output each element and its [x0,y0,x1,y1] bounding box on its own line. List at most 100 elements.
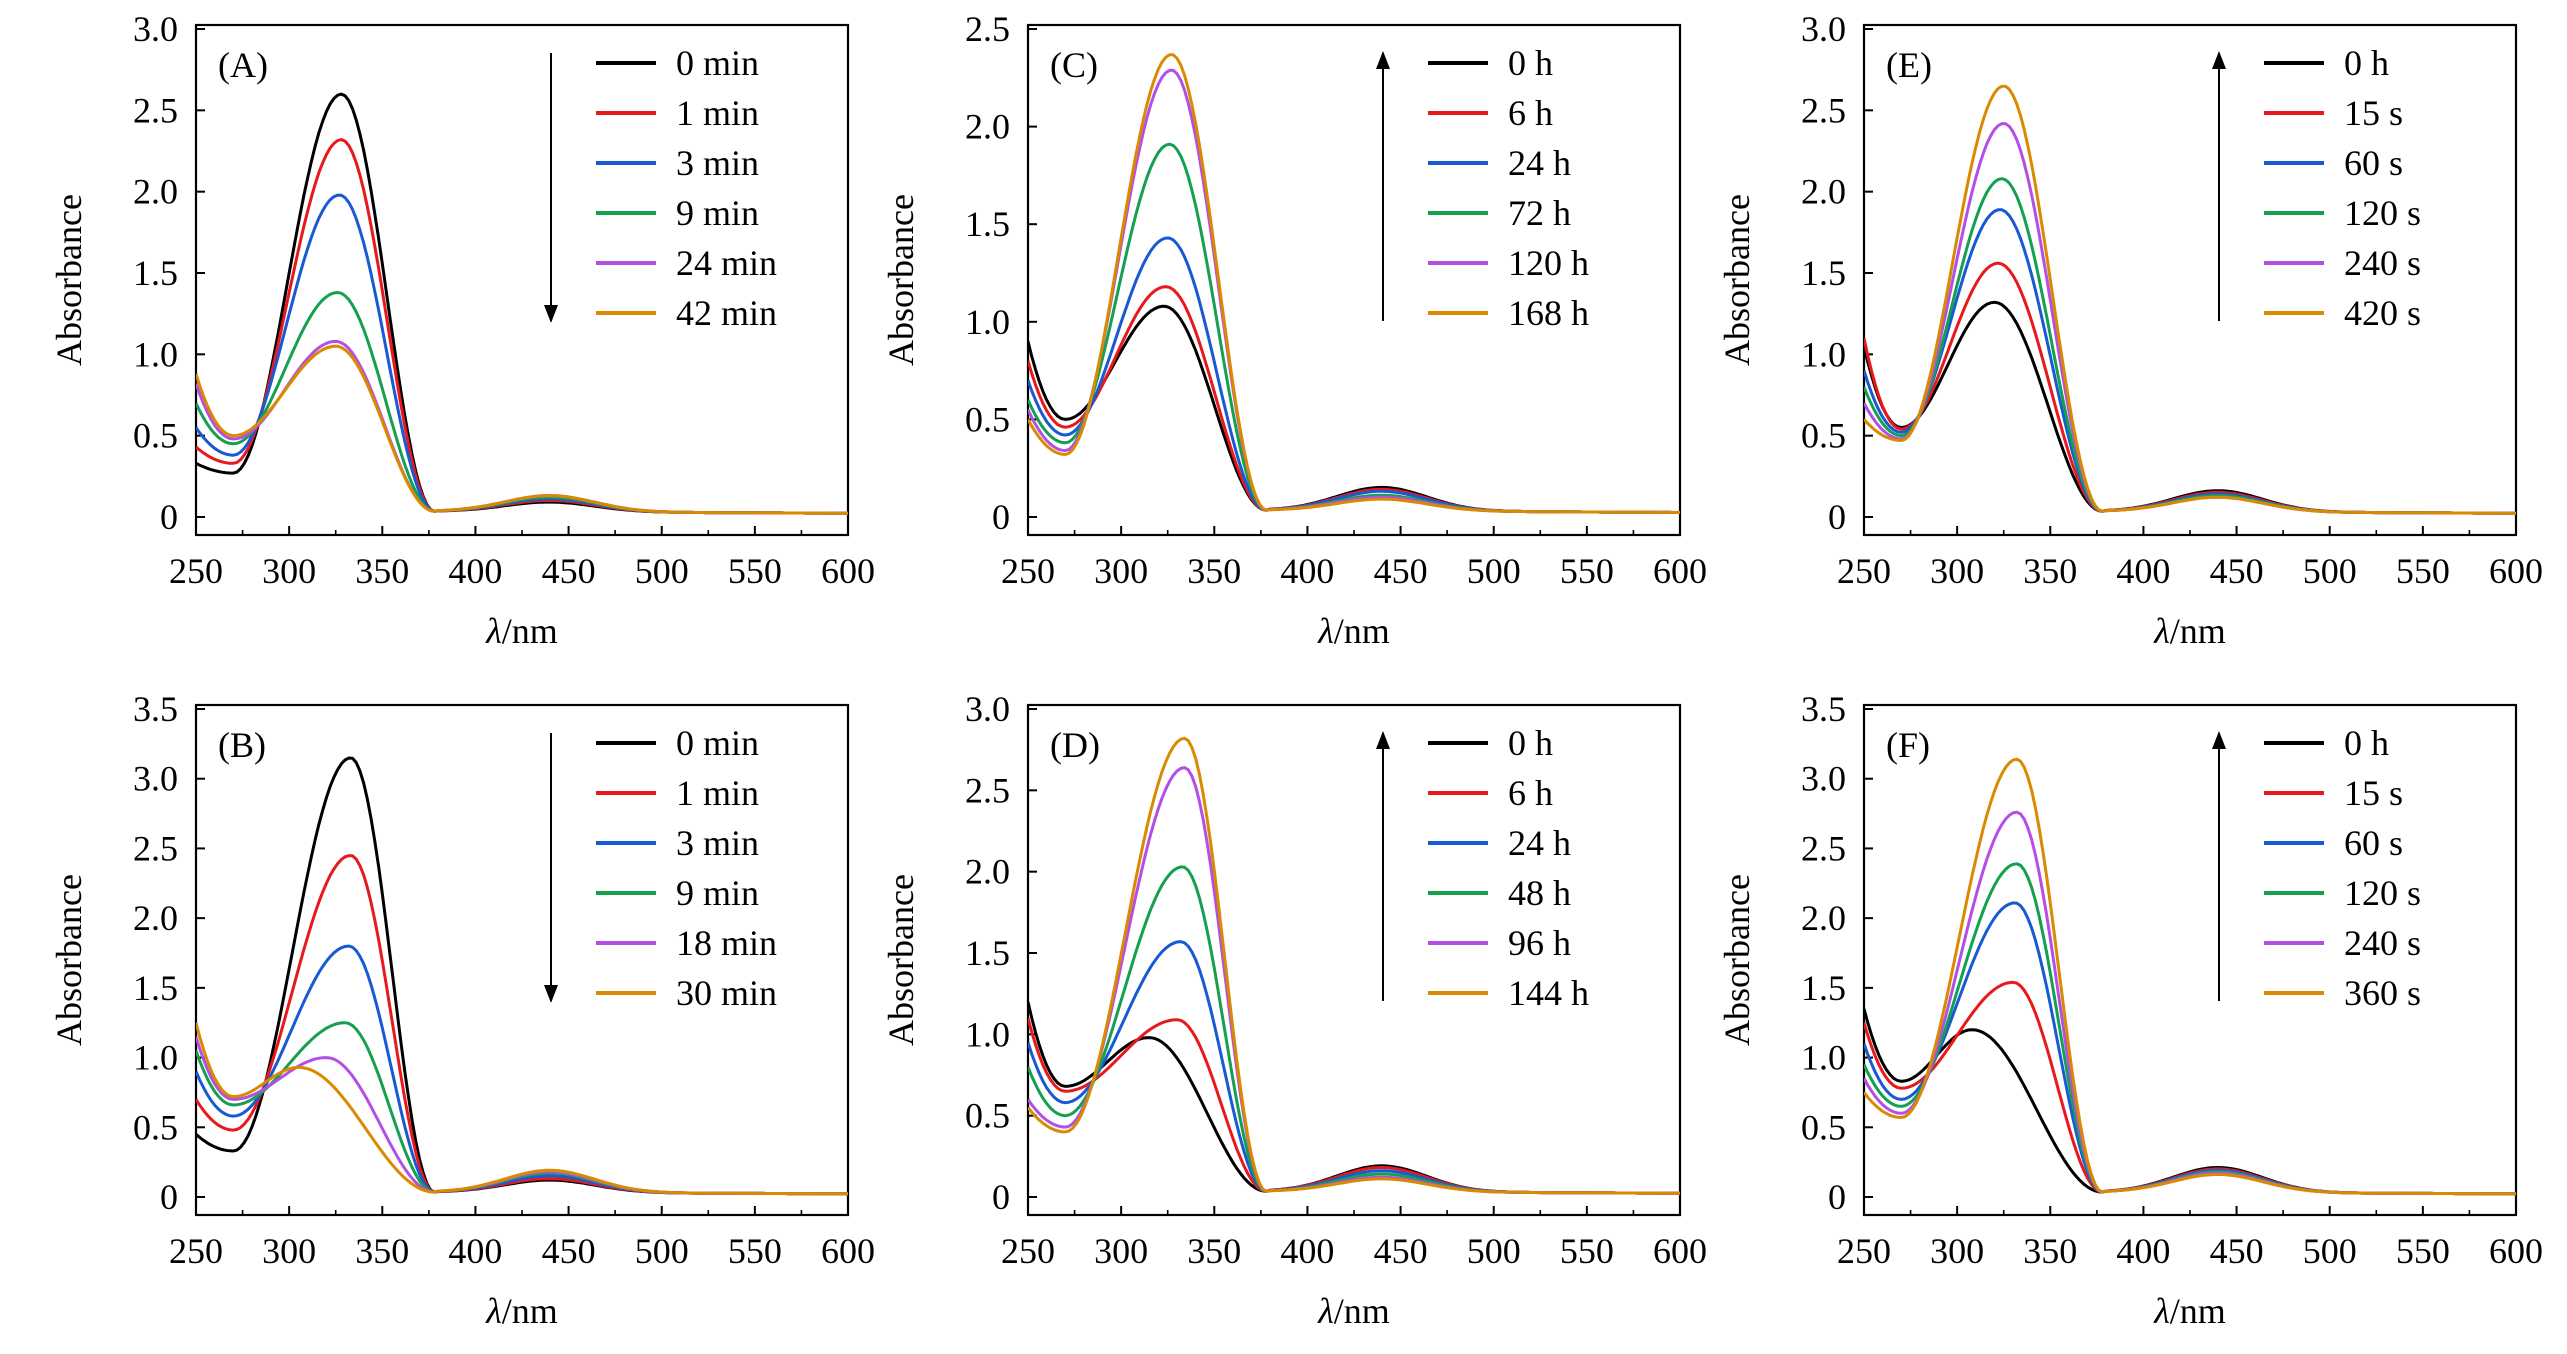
chart-panel-b: 250 300 350 400 450 500 550 600 0 0.5 1.0 1.5 2.0 2.5… [49,689,875,1331]
legend-label: 60 s [2344,823,2403,863]
x-tick-label: 350 [1187,1231,1241,1271]
y-tick-label: 2.0 [1801,898,1846,938]
legend-label: 9 min [676,193,759,233]
y-tick-label: 1.5 [1801,968,1846,1008]
plot-frame [1026,703,1682,1217]
x-tick-label: 300 [1094,551,1148,591]
trend-arrow-head [1376,731,1390,749]
legend-label: 15 s [2344,93,2403,133]
series-line [1864,1008,2516,1196]
x-tick-label: 600 [2489,551,2543,591]
legend-label: 0 h [1508,723,1553,763]
y-tick-label: 3.5 [133,689,178,729]
series-line [1864,84,2516,515]
x-tick-label: 450 [1374,551,1428,591]
x-tick-label: 400 [2116,1231,2170,1271]
legend-label: 18 min [676,923,777,963]
legend-label: 120 s [2344,193,2421,233]
x-tick-label: 500 [1467,1231,1521,1271]
y-tick-label: 2.0 [965,852,1010,892]
x-tick-label: 600 [1653,1231,1707,1271]
x-tick-label: 550 [728,551,782,591]
legend-label: 3 min [676,823,759,863]
y-tick-label: 0.5 [1801,1107,1846,1147]
legend-label: 42 min [676,293,777,333]
x-tick-label: 400 [1280,1231,1334,1271]
series-line [196,1022,848,1196]
y-tick-label: 2.5 [965,9,1010,49]
x-tick-label: 550 [2396,551,2450,591]
x-tick-label: 400 [448,1231,502,1271]
series-line [1028,53,1680,514]
y-tick-label: 1.5 [965,204,1010,244]
x-axis-label: λ/nm [1317,611,1390,651]
x-axis-label: λ/nm [485,611,558,651]
y-axis-label: Absorbance [881,874,921,1046]
x-tick-label: 350 [1187,551,1241,591]
legend-label: 24 min [676,243,777,283]
panel-label: (C) [1050,45,1098,85]
legend-label: 360 s [2344,973,2421,1013]
chart-panel-d: 250 300 350 400 450 500 550 600 0 0.5 1.0 1.5 2.0 2.5… [881,689,1707,1331]
series-line [1864,300,2516,515]
legend-label: 144 h [1508,973,1589,1013]
y-tick-label: 0 [992,497,1010,537]
x-tick-label: 300 [262,1231,316,1271]
legend-label: 0 h [1508,43,1553,83]
chart-panel-f: 250 300 350 400 450 500 550 600 0 0.5 1.0 1.5 2.0 2.5… [1717,689,2543,1331]
legend-label: 30 min [676,973,777,1013]
legend-label: 120 h [1508,243,1589,283]
y-axis-label: Absorbance [1717,194,1757,366]
x-tick-label: 350 [2023,1231,2077,1271]
y-tick-label: 0.5 [1801,416,1846,456]
legend-label: 6 h [1508,93,1553,133]
x-tick-label: 500 [635,551,689,591]
x-tick-label: 300 [1094,1231,1148,1271]
series-line [1864,757,2516,1196]
y-tick-label: 1.5 [133,968,178,1008]
y-axis-label: Absorbance [49,874,89,1046]
trend-arrow-head [544,305,558,323]
y-tick-label: 2.5 [1801,90,1846,130]
y-tick-label: 2.0 [1801,172,1846,212]
x-tick-label: 350 [2023,551,2077,591]
x-tick-label: 550 [2396,1231,2450,1271]
legend-label: 120 s [2344,873,2421,913]
x-tick-label: 550 [1560,551,1614,591]
chart-panel-e: 250 300 350 400 450 500 550 600 0 0.5 1.0 1.5 2.0 2.5… [1717,9,2543,651]
x-tick-label: 300 [262,551,316,591]
y-tick-label: 1.0 [133,1038,178,1078]
x-tick-label: 500 [2303,551,2357,591]
y-tick-label: 0 [160,1177,178,1217]
x-tick-label: 250 [1001,1231,1055,1271]
y-tick-label: 1.0 [133,334,178,374]
y-tick-label: 0 [992,1177,1010,1217]
y-tick-label: 1.0 [1801,1038,1846,1078]
y-tick-label: 1.5 [965,933,1010,973]
legend-label: 6 h [1508,773,1553,813]
x-tick-label: 500 [635,1231,689,1271]
x-tick-label: 300 [1930,551,1984,591]
x-tick-label: 600 [821,1231,875,1271]
panel-label: (E) [1886,45,1932,85]
x-tick-label: 400 [2116,551,2170,591]
y-tick-label: 0 [1828,497,1846,537]
x-tick-label: 250 [1837,551,1891,591]
x-tick-label: 400 [448,551,502,591]
y-axis-label: Absorbance [49,194,89,366]
y-tick-label: 2.0 [133,898,178,938]
y-tick-label: 2.5 [133,828,178,868]
legend-label: 240 s [2344,923,2421,963]
x-tick-label: 250 [1837,1231,1891,1271]
trend-arrow-head [2212,731,2226,749]
legend-label: 24 h [1508,823,1571,863]
legend-label: 3 min [676,143,759,183]
y-tick-label: 1.0 [965,302,1010,342]
legend-label: 96 h [1508,923,1571,963]
y-tick-label: 2.5 [965,770,1010,810]
series-line [196,344,848,515]
y-tick-label: 3.0 [965,689,1010,729]
x-axis-label: λ/nm [2153,1291,2226,1331]
panel-label: (F) [1886,725,1930,765]
trend-arrow-head [2212,51,2226,69]
